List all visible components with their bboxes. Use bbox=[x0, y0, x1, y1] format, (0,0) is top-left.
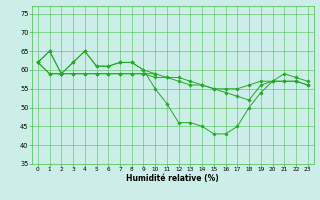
X-axis label: Humidité relative (%): Humidité relative (%) bbox=[126, 174, 219, 183]
